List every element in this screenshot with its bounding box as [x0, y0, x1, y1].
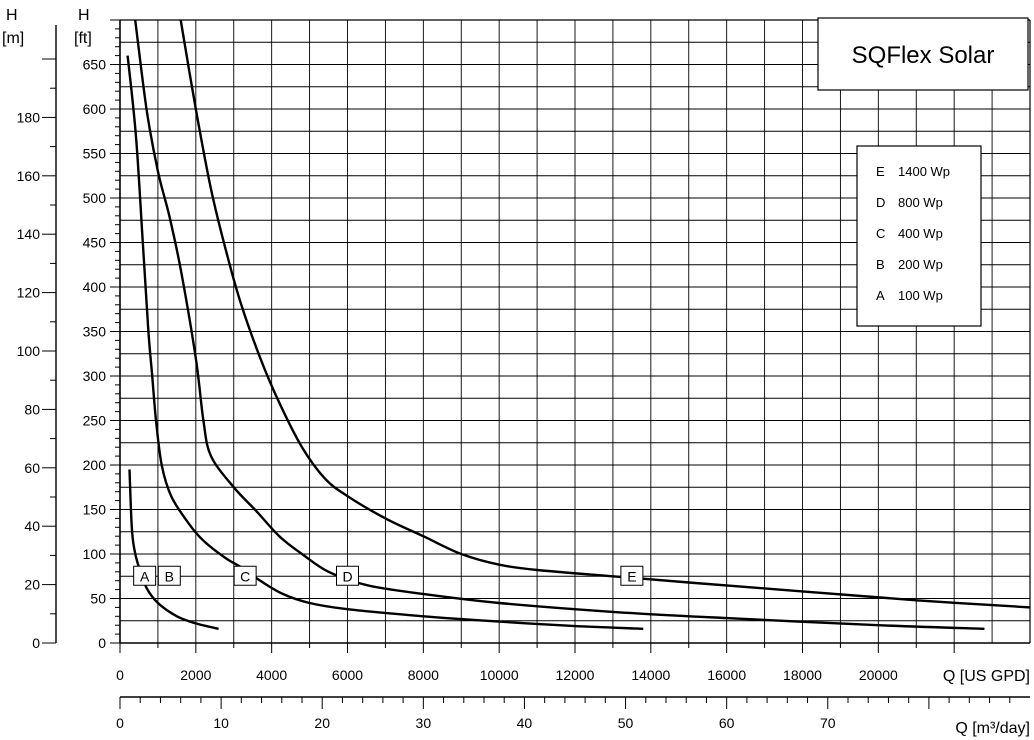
y-m-tick-label: 140: [17, 226, 41, 242]
x-secondary-tick-label: 50: [618, 715, 634, 731]
y-m-axis-unit: [m]: [2, 30, 24, 47]
curve-b: [126, 55, 644, 630]
x-secondary-tick-label: 40: [517, 715, 533, 731]
x-secondary-tick-label: 60: [719, 715, 735, 731]
x-secondary-tick-label: 10: [213, 715, 229, 731]
y-ft-axis-unit: [ft]: [74, 30, 92, 47]
y-ft-tick-label: 150: [83, 502, 107, 518]
legend-label-c: 400 Wp: [898, 226, 943, 241]
x-primary-tick-label: 12000: [556, 667, 595, 683]
x-primary-tick-label: 2000: [180, 667, 211, 683]
legend-label-d: 800 Wp: [898, 195, 943, 210]
curve-d: [179, 20, 1030, 609]
x-primary-axis-title: Q [US GPD]: [943, 668, 1030, 685]
y-ft-tick-label: 400: [83, 279, 107, 295]
y-m-tick-label: 100: [17, 343, 41, 359]
y-ft-tick-label: 50: [90, 591, 106, 607]
legend: E 1400 Wp D 800 Wp C 400 Wp B 200 Wp A 100 Wp: [856, 145, 982, 327]
curve-a: [128, 469, 219, 630]
curve-label-a: A: [140, 568, 150, 584]
y-m-axis-title: H: [6, 7, 18, 24]
curve-label-box-b: [157, 565, 181, 586]
x-primary-tick-label: 6000: [332, 667, 363, 683]
legend-label-b: 200 Wp: [898, 257, 943, 272]
y-m-tick-label: 160: [17, 168, 41, 184]
y-m-tick-label: 80: [24, 401, 40, 417]
x-primary-tick-label: 10000: [480, 667, 519, 683]
curve-label-d: D: [342, 568, 352, 584]
curve-label-box-d: [336, 565, 359, 586]
y-ft-tick-label: 250: [83, 413, 107, 429]
y-ft-tick-label: 200: [83, 457, 107, 473]
x-primary-tick-label: 8000: [408, 667, 439, 683]
y-m-tick-label: 40: [24, 518, 40, 534]
curve-label-e: E: [627, 568, 636, 584]
y-m-tick-label: 0: [32, 635, 40, 651]
y-ft-tick-label: 450: [83, 235, 107, 251]
x-primary-tick-label: 16000: [707, 667, 746, 683]
y-ft-axis-title: H: [78, 7, 90, 24]
y-ft-tick-label: 300: [83, 368, 107, 384]
x-primary-tick-label: 20000: [859, 667, 898, 683]
x-secondary-tick-label: 0: [116, 715, 124, 731]
curve-label-c: C: [240, 568, 250, 584]
legend-label-e: 1400 Wp: [898, 164, 950, 179]
y-ft-tick-label: 600: [83, 101, 107, 117]
y-ft-tick-label: 100: [83, 546, 107, 562]
y-m-tick-label: 60: [24, 460, 40, 476]
pump-curves: [126, 20, 1030, 630]
x-primary-tick-label: 0: [116, 667, 124, 683]
x-primary-tick-label: 14000: [631, 667, 670, 683]
x-secondary-tick-label: 30: [416, 715, 432, 731]
legend-letter-b: B: [876, 257, 885, 272]
y-ft-tick-label: 500: [83, 190, 107, 206]
curve-label-box-c: [233, 565, 257, 586]
y-ft-tick-label: 550: [83, 146, 107, 162]
x-primary-tick-label: 4000: [256, 667, 287, 683]
legend-letter-a: A: [876, 288, 885, 303]
x-primary-tick-label: 18000: [783, 667, 822, 683]
chart-title: SQFlex Solar: [852, 42, 995, 69]
legend-letter-c: C: [876, 226, 885, 241]
y-ft-tick-label: 350: [83, 324, 107, 340]
legend-box: [856, 145, 982, 327]
y-m-tick-label: 20: [24, 577, 40, 593]
x-secondary-tick-label: 70: [820, 715, 836, 731]
title-box: SQFlex Solar: [817, 17, 1029, 91]
legend-letter-d: D: [876, 195, 885, 210]
x-secondary-axis-title: Q [m³/day]: [955, 720, 1030, 737]
y-m-tick-label: 180: [17, 109, 41, 125]
curve-label-b: B: [165, 568, 174, 584]
curve-c: [134, 20, 985, 630]
y-ft-tick-label: 650: [83, 57, 107, 73]
legend-letter-e: E: [876, 164, 885, 179]
y-ft-tick-label: 0: [98, 635, 106, 651]
x-secondary-tick-label: 20: [314, 715, 330, 731]
legend-label-a: 100 Wp: [898, 288, 943, 303]
curve-label-box-a: [133, 565, 157, 586]
curve-label-box-e: [620, 565, 644, 586]
y-m-tick-label: 120: [17, 285, 41, 301]
chart-ticks: 0501001502002503003504004505005506006500…: [17, 19, 1011, 731]
